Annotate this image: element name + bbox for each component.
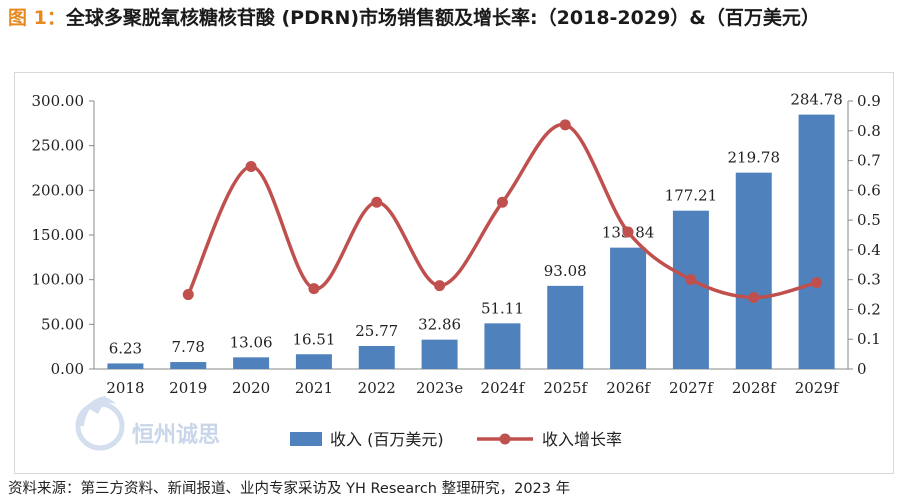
bar-data-label: 13.06 [230, 333, 273, 351]
x-tick-label: 2026f [606, 379, 651, 397]
growth-point [496, 196, 508, 208]
right-axis: 0 0.1 0.2 0.3 0.4 0.5 0.6 0.7 0.8 0.9 [847, 92, 881, 378]
right-tick-label: 0.4 [857, 241, 881, 259]
x-tick-label: 2029f [795, 379, 840, 397]
bar [484, 323, 521, 369]
left-tick-label: 50.00 [41, 315, 84, 333]
bar-data-label: 7.78 [172, 338, 205, 356]
right-tick-label: 0.9 [857, 92, 881, 110]
bar-data-label: 32.86 [418, 316, 461, 334]
growth-line-series [182, 119, 823, 304]
bar-data-label: 51.11 [481, 299, 524, 317]
left-tick-label: 100.00 [32, 271, 85, 289]
figure-tag: 图 1： [8, 7, 66, 29]
growth-point [685, 274, 697, 286]
legend: 收入 (百万美元) 收入增长率 [290, 430, 622, 449]
bar [735, 172, 772, 369]
legend-bar-label: 收入 (百万美元) [330, 430, 444, 449]
bar-data-label: 219.78 [728, 149, 781, 167]
left-tick-label: 200.00 [32, 181, 85, 199]
growth-point [245, 161, 257, 173]
bar-series [107, 114, 835, 370]
bar [295, 354, 332, 369]
bar-data-label: 16.51 [292, 330, 335, 348]
right-tick-label: 0.5 [857, 211, 881, 229]
bar-data-label: 177.21 [665, 187, 718, 205]
right-tick-label: 0.7 [857, 152, 881, 170]
growth-point [811, 277, 823, 289]
bar [610, 247, 647, 369]
x-tick-label: 2021 [295, 379, 333, 397]
left-tick-label: 150.00 [32, 226, 85, 244]
x-tick-label: 2019 [169, 379, 207, 397]
growth-point [182, 289, 194, 301]
left-tick-label: 0.00 [51, 360, 84, 378]
x-tick-label: 2022 [358, 379, 396, 397]
x-tick-label: 2024f [481, 379, 526, 397]
source-note: 资料来源：第三方资料、新闻报道、业内专家采访及 YH Research 整理研究… [8, 481, 571, 497]
left-axis: 0.00 50.00 100.00 150.00 200.00 250.00 300.00 [32, 92, 848, 378]
bar-data-label: 25.77 [355, 322, 398, 340]
chart-title: 图 1：全球多聚脱氧核糖核苷酸 (PDRN)市场销售额及增长率:（2018-20… [8, 4, 903, 33]
legend-line-marker [499, 433, 511, 445]
bar-data-label: 93.08 [544, 262, 587, 280]
right-tick-label: 0.3 [857, 271, 881, 289]
bar [798, 114, 835, 370]
bar [107, 363, 144, 369]
bar [547, 285, 584, 369]
growth-point [622, 226, 634, 238]
legend-bar-swatch [290, 432, 322, 446]
x-tick-label: 2027f [669, 379, 714, 397]
bar [672, 210, 709, 369]
growth-point [371, 196, 383, 208]
growth-point [308, 283, 320, 295]
x-tick-label: 2018 [106, 379, 144, 397]
right-tick-label: 0.6 [857, 181, 881, 199]
right-tick-label: 0 [857, 360, 867, 378]
x-tick-label: 2028f [732, 379, 777, 397]
right-tick-label: 0.2 [857, 300, 881, 318]
legend-line-label: 收入增长率 [542, 430, 622, 449]
bar-data-label: 6.23 [109, 339, 142, 357]
growth-point [434, 280, 446, 292]
x-axis-labels: 2018 2019 2020 2021 2022 2023e 2024f 2025f 2026f… [106, 379, 840, 397]
x-tick-label: 2025f [543, 379, 588, 397]
left-tick-label: 250.00 [32, 137, 85, 155]
bar [233, 357, 270, 369]
right-tick-label: 0.1 [857, 330, 881, 348]
bar [170, 362, 207, 369]
growth-line [186, 123, 818, 300]
right-tick-label: 0.8 [857, 122, 881, 140]
x-tick-label: 2023e [416, 379, 463, 397]
title-text: 全球多聚脱氧核糖核苷酸 (PDRN)市场销售额及增长率:（2018-2029）&… [65, 7, 820, 29]
bar [358, 345, 395, 369]
bar-data-label: 284.78 [790, 91, 843, 109]
bar [421, 339, 458, 369]
bar-data-labels: 6.237.7813.0616.5125.7732.8651.1193.0813… [109, 91, 843, 358]
growth-point [559, 119, 571, 131]
left-tick-label: 300.00 [32, 92, 85, 110]
x-tick-label: 2020 [232, 379, 270, 397]
growth-point [748, 292, 760, 304]
